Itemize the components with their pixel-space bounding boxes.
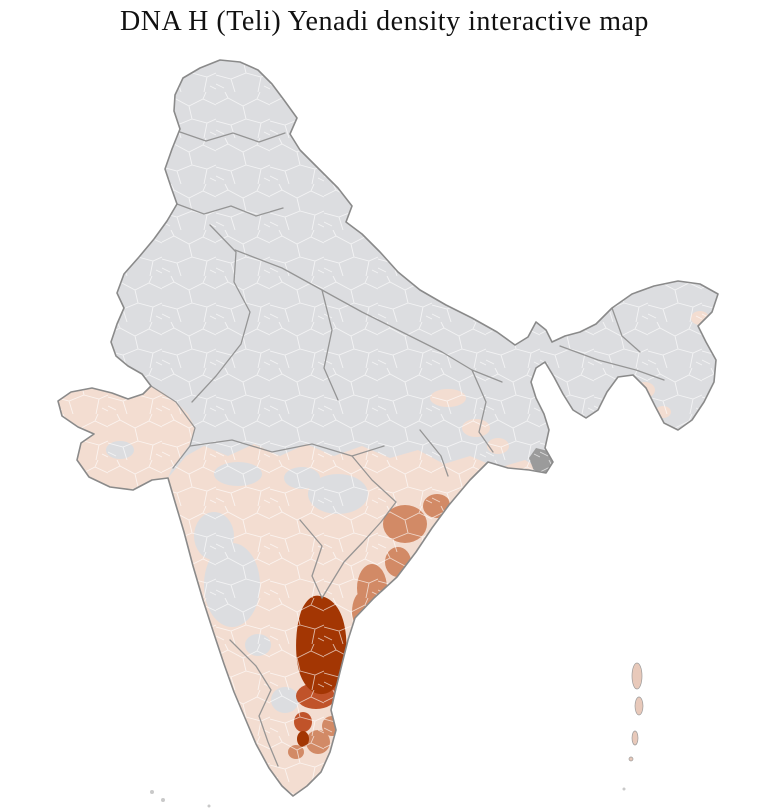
island-dot[interactable] [207, 804, 211, 808]
island[interactable] [631, 730, 639, 746]
island[interactable] [628, 756, 634, 762]
island-dot[interactable] [150, 790, 154, 794]
island-dot[interactable] [161, 798, 165, 802]
india-outline [57, 59, 719, 797]
andaman-islands[interactable] [628, 662, 644, 762]
island[interactable] [634, 696, 644, 716]
state-borders [150, 131, 665, 767]
island-dot[interactable] [622, 787, 626, 791]
map-title: DNA H (Teli) Yenadi density interactive … [120, 6, 649, 37]
island[interactable] [631, 662, 643, 690]
lakshadweep-islands[interactable] [150, 787, 626, 808]
